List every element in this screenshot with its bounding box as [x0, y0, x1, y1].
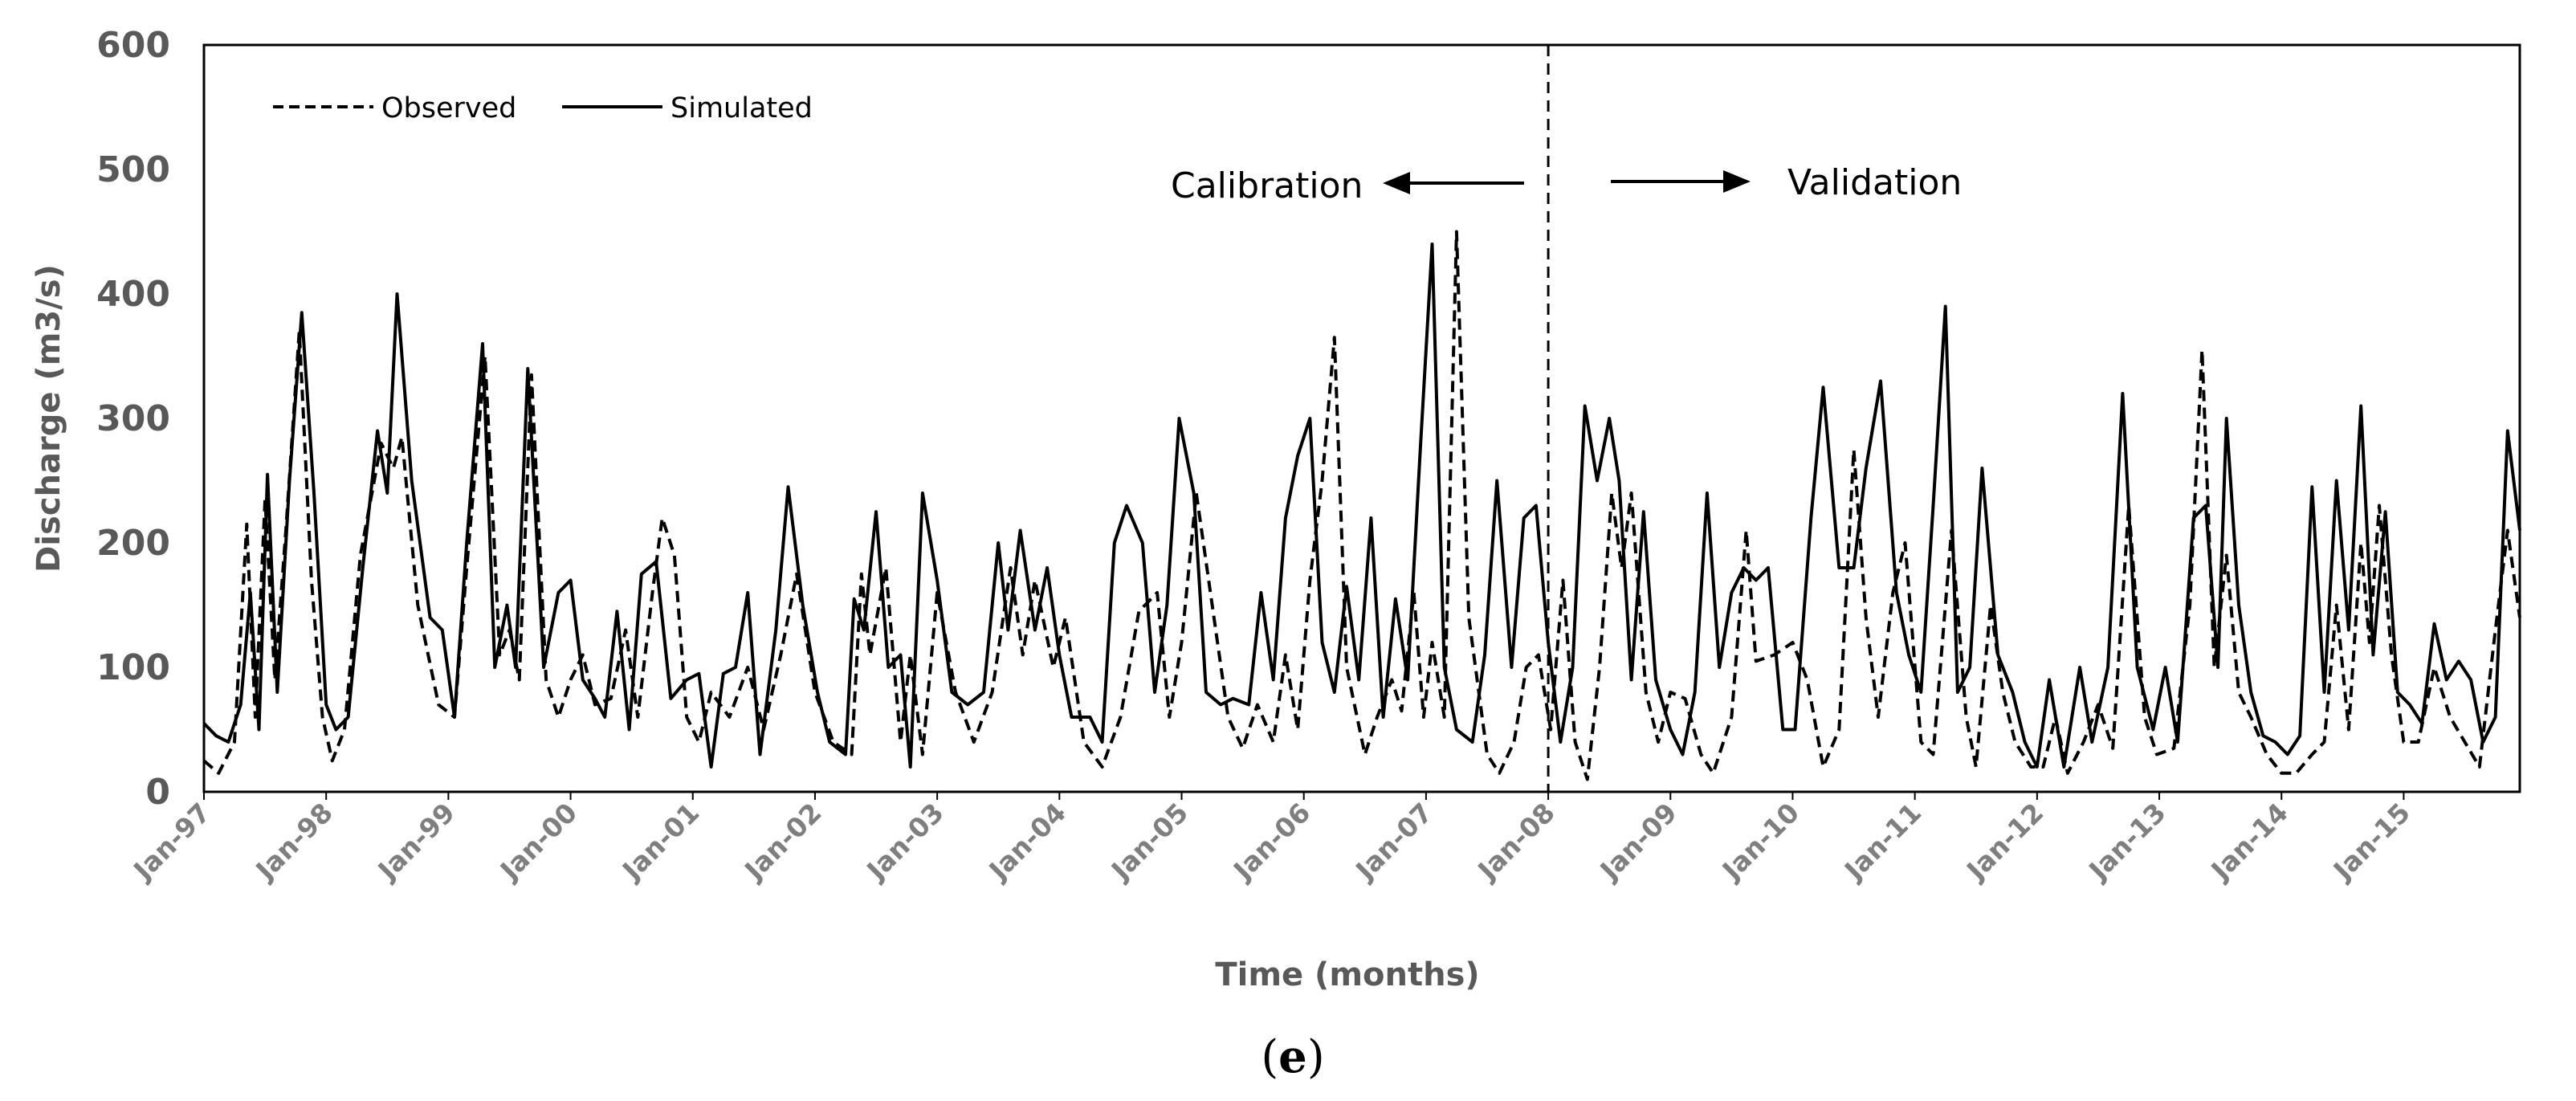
x-tick-label: Jan-99 — [371, 797, 461, 887]
y-tick-label: 300 — [96, 398, 170, 439]
y-axis-title: Discharge (m3/s) — [31, 264, 67, 573]
x-tick-label: Jan-04 — [982, 797, 1072, 887]
x-tick-label: Jan-03 — [860, 797, 950, 887]
x-tick-label: Jan-12 — [1959, 797, 2049, 887]
plot-frame — [202, 43, 2521, 793]
validation-label: Validation — [1787, 162, 1962, 203]
x-tick-label: Jan-08 — [1471, 797, 1561, 887]
legend-observed-label: Observed — [381, 92, 516, 124]
x-tick-label: Jan-06 — [1226, 797, 1316, 887]
x-axis-title: Time (months) — [1215, 956, 1479, 993]
x-tick-label: Jan-14 — [2204, 797, 2294, 887]
y-tick-label: 100 — [96, 647, 170, 688]
figure-caption: (e) — [1261, 1030, 1324, 1083]
x-tick-label: Jan-09 — [1593, 797, 1683, 887]
y-tick-label: 600 — [96, 25, 170, 66]
y-tick-label: 500 — [96, 149, 170, 190]
x-tick-label: Jan-15 — [2326, 797, 2416, 887]
legend-simulated-label: Simulated — [670, 92, 813, 124]
x-tick-label: Jan-98 — [249, 797, 339, 887]
x-tick-label: Jan-05 — [1104, 797, 1194, 887]
validation-arrow-head — [1723, 170, 1751, 193]
x-tick-label: Jan-97 — [126, 797, 216, 887]
x-tick-label: Jan-13 — [2081, 797, 2171, 887]
x-tick-label: Jan-00 — [493, 797, 583, 887]
series-layer — [202, 230, 2521, 781]
x-axis-ticks: Jan-97 Jan-98 Jan-99 Jan-00 Jan-01 Jan-02 Jan-… — [126, 792, 2416, 887]
x-tick-label: Jan-10 — [1715, 797, 1805, 887]
series-line-observed — [202, 230, 2521, 781]
x-tick-label: Jan-11 — [1837, 797, 1927, 887]
x-tick-label: Jan-01 — [615, 797, 705, 887]
legend: Observed Simulated — [273, 92, 813, 124]
calibration-arrow-head — [1383, 172, 1410, 194]
x-tick-label: Jan-02 — [737, 797, 827, 887]
y-tick-label: 400 — [96, 274, 170, 315]
y-tick-label: 0 — [145, 772, 170, 813]
y-axis-ticks: 0 100 200 300 400 500 600 — [96, 25, 170, 813]
calibration-label: Calibration — [1171, 165, 1363, 206]
figure-caption-letter: e — [1278, 1030, 1307, 1083]
x-tick-label: Jan-07 — [1348, 797, 1438, 887]
series-line-simulated — [202, 243, 2521, 769]
y-tick-label: 200 — [96, 523, 170, 564]
